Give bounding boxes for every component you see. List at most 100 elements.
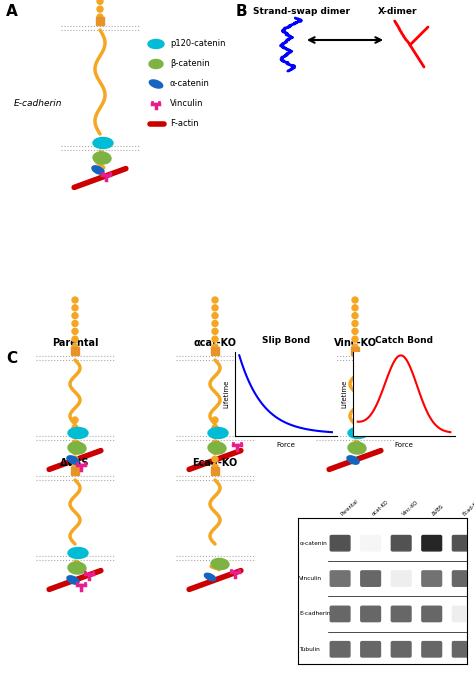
Circle shape xyxy=(72,417,78,423)
FancyBboxPatch shape xyxy=(330,642,350,657)
FancyBboxPatch shape xyxy=(422,642,442,657)
FancyBboxPatch shape xyxy=(211,347,219,355)
Circle shape xyxy=(212,320,218,327)
Text: α-catenin: α-catenin xyxy=(170,80,210,89)
FancyBboxPatch shape xyxy=(452,571,472,586)
Circle shape xyxy=(352,313,358,318)
Ellipse shape xyxy=(204,573,216,581)
Circle shape xyxy=(212,297,218,303)
FancyBboxPatch shape xyxy=(452,535,472,551)
FancyBboxPatch shape xyxy=(392,571,411,586)
FancyBboxPatch shape xyxy=(330,535,350,551)
Text: A: A xyxy=(6,4,18,19)
Text: E-cadherin: E-cadherin xyxy=(300,611,331,617)
Circle shape xyxy=(212,313,218,318)
Circle shape xyxy=(352,297,358,303)
FancyBboxPatch shape xyxy=(71,347,79,355)
Text: β-catenin: β-catenin xyxy=(170,59,210,68)
Circle shape xyxy=(97,6,103,12)
FancyBboxPatch shape xyxy=(361,535,381,551)
Title: Catch Bond: Catch Bond xyxy=(375,336,433,345)
Circle shape xyxy=(352,344,358,350)
Ellipse shape xyxy=(67,456,79,464)
Circle shape xyxy=(72,305,78,311)
Circle shape xyxy=(352,305,358,311)
FancyBboxPatch shape xyxy=(361,642,381,657)
Circle shape xyxy=(72,456,78,462)
Title: Slip Bond: Slip Bond xyxy=(262,336,310,345)
X-axis label: Force: Force xyxy=(395,441,413,448)
Circle shape xyxy=(212,336,218,342)
Ellipse shape xyxy=(348,427,368,439)
Ellipse shape xyxy=(208,442,226,454)
Text: E-cadherin: E-cadherin xyxy=(14,99,63,109)
Text: p120-catenin: p120-catenin xyxy=(170,39,226,49)
FancyBboxPatch shape xyxy=(452,642,472,657)
Ellipse shape xyxy=(148,39,164,49)
FancyBboxPatch shape xyxy=(392,535,411,551)
Text: Ecad-KO: Ecad-KO xyxy=(462,499,474,517)
Circle shape xyxy=(72,344,78,350)
Ellipse shape xyxy=(92,166,104,174)
Text: C: C xyxy=(6,351,17,366)
Ellipse shape xyxy=(93,152,111,164)
Circle shape xyxy=(72,448,78,454)
Circle shape xyxy=(72,320,78,327)
Circle shape xyxy=(212,425,218,431)
Text: Tubulin: Tubulin xyxy=(300,647,320,652)
Text: αcat-KO: αcat-KO xyxy=(193,338,237,348)
Ellipse shape xyxy=(68,442,86,454)
Circle shape xyxy=(72,313,78,318)
Text: Vinc-KO: Vinc-KO xyxy=(334,338,376,348)
Ellipse shape xyxy=(347,456,359,464)
Ellipse shape xyxy=(68,548,88,558)
Y-axis label: Lifetime: Lifetime xyxy=(223,380,229,408)
Text: ΔVBS: ΔVBS xyxy=(60,458,90,468)
FancyBboxPatch shape xyxy=(422,606,442,622)
Text: F-actin: F-actin xyxy=(170,120,199,128)
Circle shape xyxy=(72,297,78,303)
Text: Ecad-KO: Ecad-KO xyxy=(192,458,237,468)
FancyBboxPatch shape xyxy=(96,17,104,25)
FancyBboxPatch shape xyxy=(422,571,442,586)
Ellipse shape xyxy=(211,558,229,570)
Ellipse shape xyxy=(67,576,79,584)
Circle shape xyxy=(352,329,358,335)
Circle shape xyxy=(72,329,78,335)
FancyBboxPatch shape xyxy=(71,467,79,475)
Circle shape xyxy=(72,336,78,342)
FancyBboxPatch shape xyxy=(452,606,472,622)
Circle shape xyxy=(72,433,78,439)
FancyBboxPatch shape xyxy=(330,606,350,622)
Circle shape xyxy=(212,433,218,439)
Text: αcat-KO: αcat-KO xyxy=(371,500,389,517)
Text: Parental: Parental xyxy=(52,338,98,348)
FancyBboxPatch shape xyxy=(392,606,411,622)
FancyBboxPatch shape xyxy=(211,467,219,475)
Circle shape xyxy=(97,14,103,20)
Circle shape xyxy=(212,305,218,311)
Circle shape xyxy=(212,441,218,447)
Circle shape xyxy=(72,464,78,470)
Circle shape xyxy=(97,0,103,4)
Circle shape xyxy=(72,441,78,447)
Text: ΔVBS: ΔVBS xyxy=(432,504,446,517)
Text: Vinculin: Vinculin xyxy=(300,576,322,581)
FancyBboxPatch shape xyxy=(422,535,442,551)
FancyBboxPatch shape xyxy=(361,606,381,622)
Text: B: B xyxy=(236,4,247,19)
Ellipse shape xyxy=(208,427,228,439)
Ellipse shape xyxy=(68,427,88,439)
Ellipse shape xyxy=(149,59,163,68)
FancyBboxPatch shape xyxy=(392,642,411,657)
Text: Strand-swap dimer: Strand-swap dimer xyxy=(253,7,350,16)
Circle shape xyxy=(352,320,358,327)
Text: Vinculin: Vinculin xyxy=(170,99,203,109)
Text: Parental: Parental xyxy=(340,499,360,517)
Y-axis label: Lifetime: Lifetime xyxy=(342,380,347,408)
Text: Vinc-KO: Vinc-KO xyxy=(401,500,419,517)
Circle shape xyxy=(212,464,218,470)
Circle shape xyxy=(212,344,218,350)
Circle shape xyxy=(212,456,218,462)
FancyBboxPatch shape xyxy=(361,571,381,586)
